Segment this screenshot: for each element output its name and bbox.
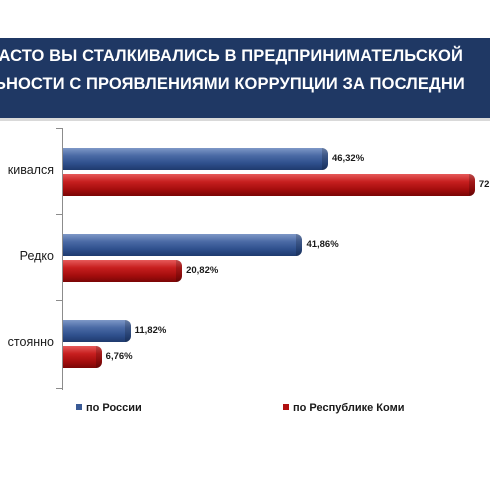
axis-tick-2 bbox=[56, 300, 62, 301]
legend-swatch-komi bbox=[283, 404, 289, 411]
bar-komi bbox=[63, 260, 183, 282]
axis-tick-1 bbox=[56, 214, 62, 215]
title-banner: К ЧАСТО ВЫ СТАЛКИВАЛИСЬ В ПРЕДПРИНИМАТЕЛ… bbox=[0, 38, 490, 118]
legend-label-komi: по Республике Коми bbox=[293, 402, 405, 414]
category-label: стоянно bbox=[7, 335, 54, 349]
data-label: 46,32% bbox=[331, 153, 365, 164]
bar-russia bbox=[63, 320, 131, 342]
title-divider bbox=[0, 118, 490, 121]
axis-tick-3 bbox=[56, 388, 62, 389]
chart-title-line-2: ЬНОСТИ С ПРОЯВЛЕНИЯМИ КОРРУПЦИИ ЗА ПОСЛЕ… bbox=[0, 75, 465, 93]
legend-item-russia: по России bbox=[76, 402, 142, 414]
category-label: Редко bbox=[19, 249, 54, 263]
category-axis bbox=[62, 128, 63, 390]
data-label: 6,76% bbox=[105, 351, 133, 362]
chart-title-line-1: К ЧАСТО ВЫ СТАЛКИВАЛИСЬ В ПРЕДПРИНИМАТЕЛ… bbox=[0, 47, 463, 65]
data-label: 20,82% bbox=[186, 265, 219, 276]
legend-item-komi: по Республике Коми bbox=[283, 402, 404, 414]
bar-russia bbox=[63, 148, 328, 170]
category-label: кивался bbox=[7, 163, 54, 177]
legend-label-russia: по России bbox=[86, 402, 142, 414]
axis-tick-0 bbox=[56, 128, 62, 129]
bar-russia bbox=[63, 234, 303, 256]
data-label: 41,86% bbox=[306, 239, 339, 250]
bar-komi bbox=[63, 174, 475, 196]
bar-komi bbox=[63, 346, 102, 368]
data-label: 11,82% bbox=[134, 325, 167, 336]
legend-swatch-russia bbox=[76, 404, 82, 411]
data-label: 72, bbox=[478, 179, 490, 190]
